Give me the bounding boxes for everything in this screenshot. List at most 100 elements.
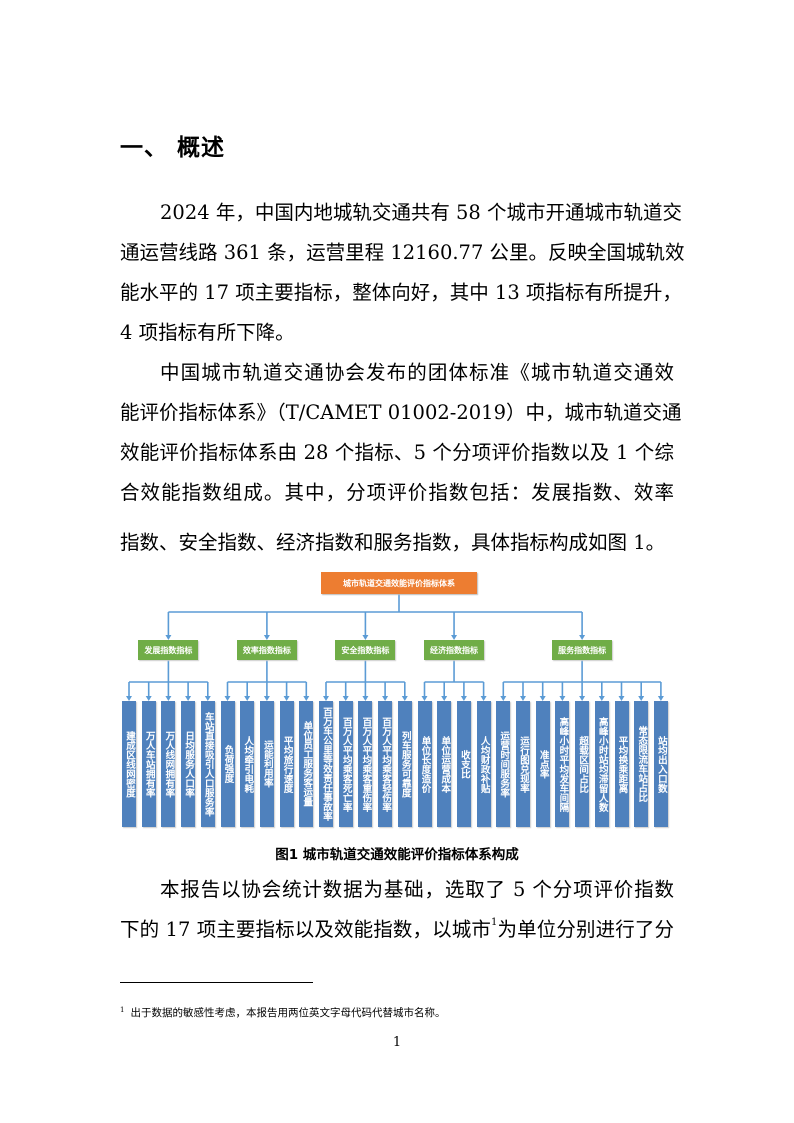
indicator-box: 百万车公里等效责任事故率 xyxy=(319,701,333,827)
diagram-root-box: 城市轨道交通效能评价指标体系 xyxy=(321,572,477,594)
category-label: 发展指数指标 xyxy=(144,645,193,655)
arrowhead xyxy=(579,635,586,640)
section-heading: 一、 概述 xyxy=(120,135,226,161)
arrowhead xyxy=(224,696,231,701)
footnote-divider xyxy=(120,982,313,983)
indicator-box: 高峰小时站均滞留人数 xyxy=(594,701,609,827)
indicator-label: 百万人平均乘客轻伤率 xyxy=(380,716,392,812)
footnote-text: 出于数据的敏感性考虑，本报告用两位英文字母代码代替城市名称。 xyxy=(130,1007,446,1019)
indicator-box: 运营时间服务率 xyxy=(496,701,511,827)
indicator-box: 日均服务人口率 xyxy=(181,701,196,827)
root-label: 城市轨道交通效能评价指标体系 xyxy=(343,578,455,588)
arrowhead xyxy=(263,635,270,640)
indicator-box: 运能利用率 xyxy=(259,701,274,827)
indicator-label: 运营时间服务率 xyxy=(498,730,510,798)
indicator-box: 车站直接吸引人口服务率 xyxy=(200,701,215,827)
arrowhead xyxy=(303,696,310,701)
indicator-box: 人均牵引电耗 xyxy=(240,701,255,827)
arrowhead xyxy=(579,696,586,701)
indicator-label: 车站直接吸引人口服务率 xyxy=(202,711,214,817)
indicator-label: 单位员工服务客运量 xyxy=(301,721,313,807)
indicator-label: 百万人平均乘客死亡率 xyxy=(340,716,352,812)
arrowhead xyxy=(126,696,132,701)
indicator-label: 单位长度造价 xyxy=(419,735,431,793)
indicator-label: 人均牵引电耗 xyxy=(242,735,254,793)
indicator-box: 百万人平均乘客轻伤率 xyxy=(378,701,393,827)
arrowhead xyxy=(323,696,329,701)
arrowhead xyxy=(401,696,408,701)
category-box: 安全指数指标 xyxy=(335,640,396,660)
indicator-label: 人均财政补贴 xyxy=(478,735,490,793)
indicator-box: 常态限流车站占比 xyxy=(634,701,649,827)
arrowhead xyxy=(362,635,369,640)
indicator-label: 单位运营成本 xyxy=(439,735,451,793)
paragraph-line: 4 项指标有所下降。 xyxy=(120,321,295,344)
arrowhead xyxy=(165,696,172,701)
paragraph-line: 合效能指数组成。其中，分项评价指数包括：发展指数、效率 xyxy=(120,481,674,504)
indicator-box: 高峰小时平均发车间隔 xyxy=(555,701,570,827)
indicator-box: 万人车站拥有率 xyxy=(141,701,156,827)
indicator-box: 平均换乘距离 xyxy=(614,701,629,827)
category-box: 效率指数指标 xyxy=(236,640,297,660)
indicator-box: 收支比 xyxy=(456,701,471,827)
arrowhead xyxy=(185,696,192,701)
indicator-label: 万人线网拥有率 xyxy=(163,730,175,798)
indicator-label: 万人车站拥有率 xyxy=(143,730,155,798)
indicator-label: 负荷强度 xyxy=(222,745,234,783)
category-label: 服务指数指标 xyxy=(558,645,607,655)
paragraph-line: 指数、安全指数、经济指数和服务指数，具体指标构成如图 1。 xyxy=(120,531,666,554)
indicator-label: 运行图兑现率 xyxy=(518,735,529,793)
arrowhead xyxy=(204,696,211,701)
paragraph-line: 2024 年，中国内地城轨交通共有 58 个城市开通城市轨道交 xyxy=(160,201,683,224)
indicator-box: 列车服务可靠度 xyxy=(397,701,412,827)
indicator-label: 建成区线网密度 xyxy=(124,730,135,798)
footnote-ref[interactable]: 1 xyxy=(491,917,498,928)
indicator-box: 负荷强度 xyxy=(220,701,235,827)
arrowhead xyxy=(441,696,448,701)
arrowhead xyxy=(657,696,664,701)
figure-caption: 图1 城市轨道交通效能评价指标体系构成 xyxy=(275,847,519,863)
paragraph-line: 效能评价指标体系由 28 个指标、5 个分项评价指数以及 1 个综 xyxy=(120,441,674,464)
indicator-box: 单位运营成本 xyxy=(437,701,452,827)
indicator-label: 高峰小时站均滞留人数 xyxy=(596,716,608,812)
arrowhead xyxy=(244,696,251,701)
arrowhead xyxy=(520,696,526,701)
indicator-label: 常态限流车站占比 xyxy=(636,726,648,802)
paragraph-line: 通运营线路 361 条，运营里程 12160.77 公里。反映全国城轨效 xyxy=(120,241,685,264)
indicator-box: 运行图兑现率 xyxy=(516,701,530,827)
indicator-box: 平均旅行速度 xyxy=(279,701,294,827)
category-box: 发展指数指标 xyxy=(138,640,199,660)
indicator-label: 收支比 xyxy=(458,749,470,779)
arrowhead xyxy=(638,696,645,701)
indicator-label: 百万车公里等效责任事故率 xyxy=(321,707,332,821)
arrowhead xyxy=(421,696,428,701)
arrowhead xyxy=(480,696,487,701)
indicator-box: 建成区线网密度 xyxy=(122,701,136,827)
indicator-box: 单位员工服务客运量 xyxy=(299,701,314,827)
indicator-box: 百万人平均乘客重伤率 xyxy=(358,701,373,827)
paragraph-line: 能水平的 17 项主要指标，整体向好，其中 13 项指标有所提升， xyxy=(120,281,682,304)
indicator-box: 超载区间占比 xyxy=(575,701,590,827)
indicator-label: 准点率 xyxy=(537,749,549,779)
indicator-label: 平均旅行速度 xyxy=(281,735,293,793)
indicator-label: 超载区间占比 xyxy=(577,735,589,793)
paragraph-line: 本报告以协会统计数据为基础，选取了 5 个分项评价指数 xyxy=(160,878,674,901)
arrowhead xyxy=(559,696,566,701)
indicator-box: 百万人平均乘客死亡率 xyxy=(338,701,353,827)
category-label: 安全指数指标 xyxy=(341,645,390,655)
arrowhead xyxy=(283,696,290,701)
indicator-box: 准点率 xyxy=(535,701,550,827)
paragraph-line: 下的 17 项主要指标以及效能指数，以城市1为单位分别进行了分 xyxy=(120,917,674,942)
indicator-label: 站均出入口数 xyxy=(655,735,667,793)
arrowhead xyxy=(539,696,546,701)
category-label: 经济指数指标 xyxy=(430,645,479,655)
arrowhead xyxy=(263,696,270,701)
arrowhead xyxy=(460,696,467,701)
indicator-box: 单位长度造价 xyxy=(417,701,432,827)
indicator-box: 万人线网拥有率 xyxy=(161,701,176,827)
arrowhead xyxy=(618,696,625,701)
footnote-mark: 1 xyxy=(120,1005,125,1014)
arrowhead xyxy=(382,696,389,701)
category-box: 服务指数指标 xyxy=(552,640,613,660)
